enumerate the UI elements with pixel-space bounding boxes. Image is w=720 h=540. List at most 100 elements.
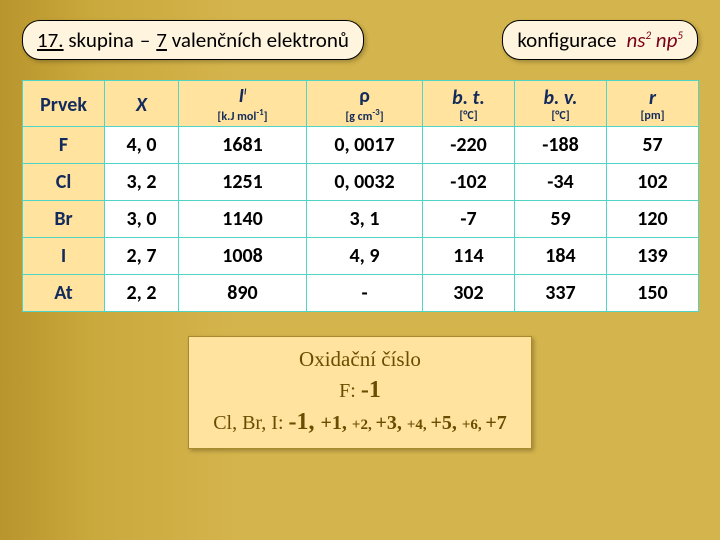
oxidation-wrap: Oxidační číslo F: -1 Cl, Br, I: -1, +1, …: [0, 312, 720, 449]
table-row: At2, 2890-302337150: [23, 275, 699, 312]
cell-element: Cl: [23, 164, 105, 201]
cell-radius: 102: [607, 164, 699, 201]
dash: –: [134, 27, 156, 53]
rho-unit-pre: [g cm: [345, 110, 372, 124]
cell-chi: 3, 0: [105, 201, 179, 238]
col-radius-unit: [pm]: [609, 110, 696, 123]
cell-density: 0, 0017: [307, 127, 423, 164]
config-n1: n: [626, 27, 637, 53]
oxidation-line-cl-br-i: Cl, Br, I: -1, +1, +2, +3, +4, +5, +6, +…: [213, 406, 507, 438]
word-skupina-text: skupina: [68, 27, 133, 53]
cell-ionization: 890: [179, 275, 307, 312]
I-unit-pre: [k.J mol: [217, 110, 256, 124]
seven: 7: [156, 27, 167, 53]
oxidation-title: Oxidační číslo: [213, 345, 507, 373]
ox-seq: +1, +2, +3, +4, +5, +6, +7: [321, 412, 507, 434]
table-wrap: Prvek X II [k.J mol-1] ρ [g cm-3] b. t. …: [0, 60, 720, 312]
group-number: 17.: [37, 27, 64, 53]
ox-seq-item: +2,: [352, 417, 376, 433]
col-prvek: Prvek: [23, 81, 105, 127]
ox-clbri-label: Cl, Br, I:: [213, 412, 288, 434]
col-chi-label: X: [107, 94, 176, 116]
cell-bp: 184: [515, 238, 607, 275]
oxidation-box: Oxidační číslo F: -1 Cl, Br, I: -1, +1, …: [188, 336, 532, 449]
title-rest: valenčních elektronů: [172, 27, 349, 53]
cell-density: 0, 0032: [307, 164, 423, 201]
properties-table: Prvek X II [k.J mol-1] ρ [g cm-3] b. t. …: [22, 80, 699, 312]
cell-element: At: [23, 275, 105, 312]
I-unit-post: ]: [264, 110, 268, 124]
rho-unit-sup: -3: [372, 107, 379, 118]
col-mp-label: b. t.: [425, 87, 512, 109]
cell-chi: 4, 0: [105, 127, 179, 164]
config-exp2: 5: [677, 29, 683, 42]
ox-seq-item: +7: [485, 412, 506, 434]
slide-content: 17. skupina – 7 valenčních elektronů kon…: [0, 0, 720, 449]
cell-mp: -220: [423, 127, 515, 164]
I-unit-sup: -1: [256, 107, 263, 118]
cell-ionization: 1251: [179, 164, 307, 201]
cell-ionization: 1008: [179, 238, 307, 275]
title-pill: 17. skupina – 7 valenčních elektronů: [22, 20, 364, 60]
ox-seq-item: +3,: [375, 412, 406, 434]
cell-bp: -34: [515, 164, 607, 201]
ox-clbri-main: -1,: [289, 409, 321, 435]
cell-radius: 57: [607, 127, 699, 164]
cell-chi: 3, 2: [105, 164, 179, 201]
cell-density: -: [307, 275, 423, 312]
config-formula: ns2 np5: [616, 27, 683, 53]
ox-seq-item: +1,: [321, 412, 352, 434]
cell-radius: 150: [607, 275, 699, 312]
cell-radius: 139: [607, 238, 699, 275]
col-radius: r [pm]: [607, 81, 699, 127]
cell-element: F: [23, 127, 105, 164]
ox-seq-item: +4,: [407, 417, 431, 433]
col-mp-unit: [°C]: [425, 110, 512, 123]
cell-density: 4, 9: [307, 238, 423, 275]
col-prvek-label: Prvek: [25, 94, 102, 116]
cell-mp: 302: [423, 275, 515, 312]
col-density-label: ρ: [309, 85, 420, 107]
cell-bp: 337: [515, 275, 607, 312]
col-chi: X: [105, 81, 179, 127]
cell-bp: 59: [515, 201, 607, 238]
cell-mp: -7: [423, 201, 515, 238]
ox-f-val: -1: [361, 377, 381, 403]
col-radius-label: r: [609, 87, 696, 109]
cell-chi: 2, 7: [105, 238, 179, 275]
oxidation-line-f: F: -1: [213, 374, 507, 406]
col-ionization-label: II: [181, 85, 304, 107]
cell-chi: 2, 2: [105, 275, 179, 312]
cell-bp: -188: [515, 127, 607, 164]
ox-f-label: F:: [339, 380, 361, 402]
config-n2: n: [656, 27, 667, 53]
table-body: F4, 016810, 0017-220-18857Cl3, 212510, 0…: [23, 127, 699, 312]
col-bp-label: b. v.: [517, 87, 604, 109]
cell-element: Br: [23, 201, 105, 238]
rho-unit-post: ]: [380, 110, 384, 124]
col-bp-unit: [°C]: [517, 110, 604, 123]
cell-ionization: 1140: [179, 201, 307, 238]
config-p: p: [667, 27, 678, 53]
config-exp1: 2: [645, 29, 651, 42]
ox-seq-item: +5,: [430, 412, 461, 434]
config-pill: konfigurace ns2 np5: [502, 20, 698, 60]
table-row: F4, 016810, 0017-220-18857: [23, 127, 699, 164]
cell-mp: -102: [423, 164, 515, 201]
col-density: ρ [g cm-3]: [307, 81, 423, 127]
col-mp: b. t. [°C]: [423, 81, 515, 127]
header-row: 17. skupina – 7 valenčních elektronů kon…: [0, 0, 720, 60]
ox-seq-item: +6,: [462, 417, 486, 433]
col-ionization: II [k.J mol-1]: [179, 81, 307, 127]
cell-density: 3, 1: [307, 201, 423, 238]
col-bp: b. v. [°C]: [515, 81, 607, 127]
cell-ionization: 1681: [179, 127, 307, 164]
table-head: Prvek X II [k.J mol-1] ρ [g cm-3] b. t. …: [23, 81, 699, 127]
table-row: I2, 710084, 9114184139: [23, 238, 699, 275]
cell-element: I: [23, 238, 105, 275]
config-label: konfigurace: [517, 27, 616, 53]
cell-radius: 120: [607, 201, 699, 238]
table-row: Cl3, 212510, 0032-102-34102: [23, 164, 699, 201]
table-row: Br3, 011403, 1-759120: [23, 201, 699, 238]
cell-mp: 114: [423, 238, 515, 275]
